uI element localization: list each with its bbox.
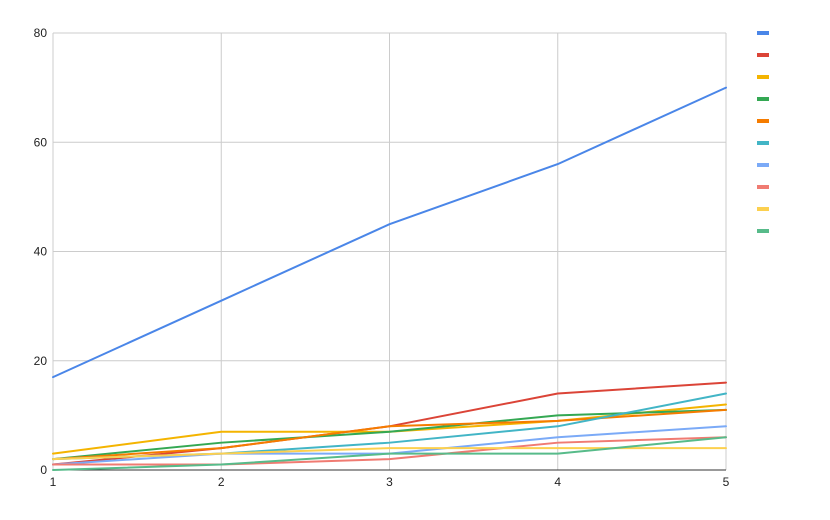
- gridlines: [52, 32, 727, 470]
- legend-swatch-1: [757, 31, 769, 35]
- series-line-8: [52, 436, 727, 466]
- legend-swatch-4: [757, 97, 769, 101]
- series-line-5: [52, 408, 727, 461]
- series-line-4: [52, 408, 727, 461]
- x-tick-label: 3: [386, 475, 393, 489]
- y-tick-label: 0: [40, 463, 47, 477]
- y-tick-label: 40: [34, 245, 48, 259]
- axes: 0 20 40 60 80 1 2 3 4 5: [34, 26, 730, 489]
- y-tick-label: 80: [34, 26, 48, 40]
- x-tick-label: 5: [723, 475, 730, 489]
- legend: [757, 31, 769, 233]
- legend-swatch-8: [757, 185, 769, 189]
- legend-swatch-10: [757, 229, 769, 233]
- series-line-10: [52, 436, 727, 471]
- legend-swatch-5: [757, 119, 769, 123]
- series-lines: [52, 86, 727, 471]
- legend-swatch-2: [757, 53, 769, 57]
- y-tick-label: 20: [34, 354, 48, 368]
- x-tick-label: 1: [50, 475, 57, 489]
- series-line-1: [52, 86, 727, 379]
- x-tick-label: 4: [554, 475, 561, 489]
- legend-swatch-6: [757, 141, 769, 145]
- y-tick-label: 60: [34, 135, 48, 149]
- legend-swatch-7: [757, 163, 769, 167]
- legend-swatch-9: [757, 207, 769, 211]
- x-tick-label: 2: [218, 475, 225, 489]
- legend-swatch-3: [757, 75, 769, 79]
